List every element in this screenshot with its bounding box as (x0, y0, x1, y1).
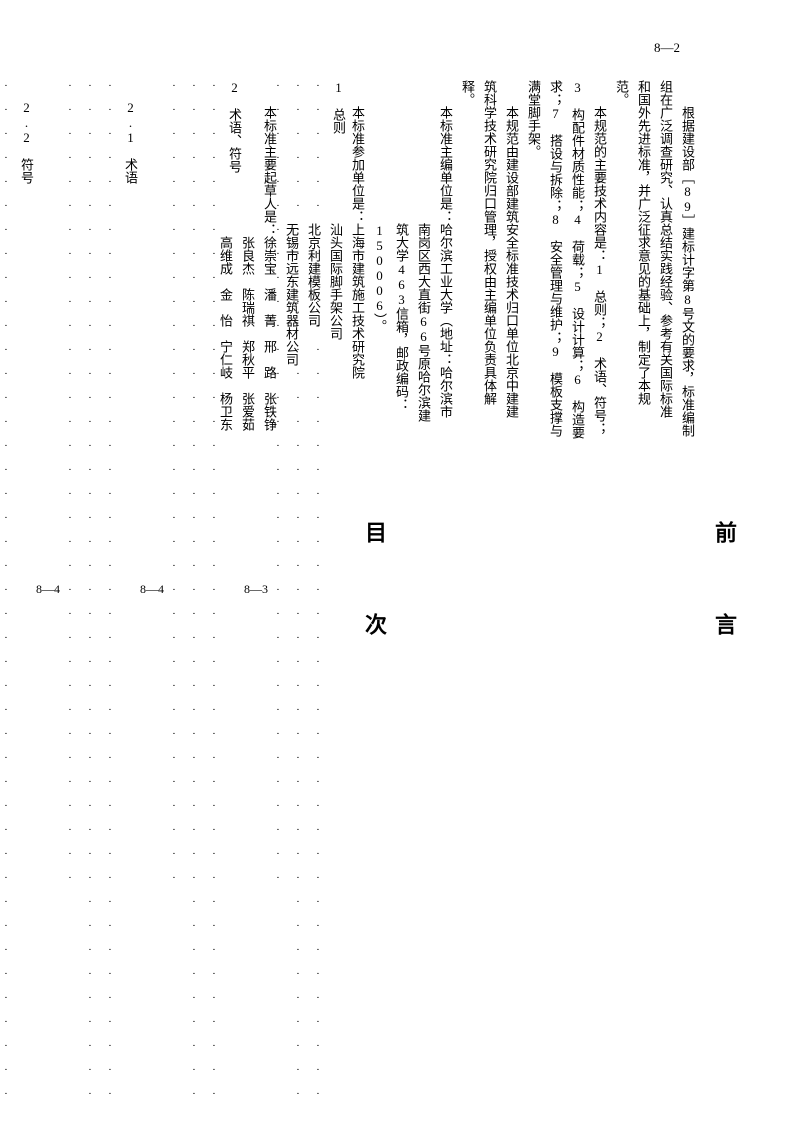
preface-line: 无锡市远东建筑器材公司 (280, 80, 302, 1100)
toc-page-ref: 8—4 (36, 579, 60, 601)
preface-line: 北京利建模板公司 (302, 80, 324, 1100)
toc-label: 2.2 符号 (16, 80, 36, 1100)
preface-line: 和国外先进标准，并广泛征求意见的基础上，制定了本规 (632, 80, 654, 1100)
preface-line: 汕头国际脚手架公司 (324, 80, 346, 1100)
preface-line: 本规范由建设部建筑安全标准技术归口单位北京中建建 (500, 80, 522, 1100)
preface-line: 本规范的主要技术内容是：1 总则；2 术语、符号； (588, 80, 610, 1100)
preface-line: 范。 (610, 80, 632, 1100)
page-number: 8—2 (654, 40, 680, 56)
preface-line: 筑科学技术研究院归口管理，授权由主编单位负责具体解 (478, 80, 500, 1100)
preface-line: 求；7 搭设与拆除；8 安全管理与维护；9 模板支撑与 (544, 80, 566, 1100)
toc-label: 2.1 术语 (120, 80, 140, 1100)
preface-line: 150006）。 (368, 80, 390, 1100)
preface-line: 根据建设部［89］建标计字第8号文的要求，标准编制 (676, 80, 698, 1100)
preface-line: 满堂脚手架。 (522, 80, 544, 1100)
preface-line: 组在广泛调查研究、认真总结实践经验、参考有关国际标准 (654, 80, 676, 1100)
preface-line: 释。 (456, 80, 478, 1100)
preface-line: 张良杰 陈瑞祺 郑秋平 张爱茹 (236, 80, 258, 1100)
preface-line: 3 构配件材质性能；4 荷载；5 设计计算；6 构造要 (566, 80, 588, 1100)
preface-line: 本标准主要起草人是：徐崇宝 潘 菁 邢 路 张铁铮 (258, 80, 280, 1100)
preface-line: 高维成 金 怡 宁仁岐 杨卫东 (214, 80, 236, 1100)
preface-line: 南岗区西大直街66号原哈尔滨建 (412, 80, 434, 1100)
page-content: 前 言 根据建设部［89］建标计字第8号文的要求，标准编制组在广泛调查研究、认真… (50, 80, 750, 1100)
preface-column: 前 言 根据建设部［89］建标计字第8号文的要求，标准编制组在广泛调查研究、认真… (400, 80, 750, 1100)
toc-page-ref: 8—4 (140, 579, 164, 601)
preface-line: 本标准参加单位是：上海市建筑施工技术研究院 (346, 80, 368, 1100)
toc-entry: 2.1 术语· · · · · · · · · · · · · · · · · … (36, 80, 140, 1100)
preface-line: 本标准主编单位是：哈尔滨工业大学（地址：哈尔滨市 (434, 80, 456, 1100)
preface-title: 前 言 (708, 80, 740, 1100)
toc-entry: 2.2 符号· · · · · · · · · · · · · · · · · … (0, 80, 36, 1100)
preface-line: 筑大学463信箱，邮政编码： (390, 80, 412, 1100)
toc-leader-dots: · · · · · · · · · · · · · · · · · · · · … (60, 80, 120, 1100)
toc-leader-dots: · · · · · · · · · · · · · · · · · · · · … (0, 80, 16, 1100)
